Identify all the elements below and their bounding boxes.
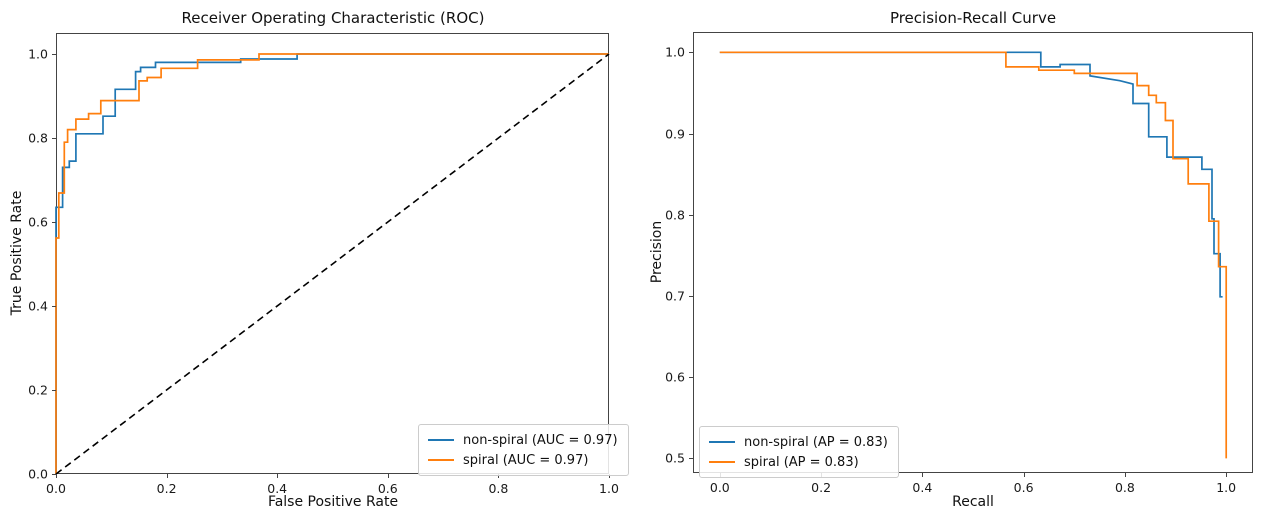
- roc-chart-legend: non-spiral (AUC = 0.97) spiral (AUC = 0.9…: [418, 424, 629, 476]
- pr-chart-ytick-label: 0.8: [665, 207, 685, 223]
- roc-xaxis-label: False Positive Rate: [267, 494, 399, 510]
- roc-chart-xtick-label: 1.0: [599, 481, 619, 496]
- legend-line-swatch: [428, 439, 454, 441]
- pr-chart-xtick-label: 0.4: [912, 480, 933, 495]
- roc-chart-ytick-label: 0.6: [28, 214, 48, 230]
- roc-chart-xtick-mark: [609, 474, 610, 478]
- pr-chart-ytick-label: 0.6: [665, 369, 685, 385]
- roc-chart-xtick-mark: [56, 474, 57, 478]
- pr-title: Precision-Recall Curve: [889, 9, 1057, 27]
- roc-chart-xtick-mark: [166, 474, 168, 478]
- pr-chart-ytick-mark: [689, 295, 693, 297]
- roc-chart-ytick-mark: [52, 390, 56, 391]
- legend-label: non-spiral (AP = 0.83): [744, 434, 888, 450]
- pr-chart-xtick-label: 0.6: [1013, 480, 1034, 495]
- roc-chart-ytick-label: 0.2: [28, 382, 48, 398]
- roc-chart-series-non-spiral: [55, 53, 609, 474]
- pr-chart-ytick-mark: [689, 458, 693, 460]
- roc-chart-ytick-mark: [52, 54, 56, 55]
- roc-chart-curves: [55, 53, 610, 475]
- pr-chart-ytick-mark: [689, 133, 693, 135]
- roc-chart-series-chance-diagonal: [55, 53, 610, 475]
- pr-chart-xtick-mark: [1226, 473, 1228, 477]
- pr-chart-xtick-mark: [1023, 473, 1025, 477]
- roc-chart-xtick-mark: [277, 474, 279, 478]
- roc-chart-ytick-label: 0.4: [28, 298, 48, 314]
- pr-chart-xtick-label: 0.0: [709, 480, 730, 495]
- pr-chart-ytick-label: 0.9: [665, 126, 685, 142]
- roc-chart-ytick-mark: [52, 222, 56, 223]
- roc-chart-xtick-label: 0.4: [267, 481, 288, 496]
- pr-chart-ytick-mark: [689, 377, 693, 379]
- roc-chart-xtick-label: 0.6: [377, 481, 398, 496]
- pr-chart-ytick-mark: [689, 52, 693, 54]
- roc-chart-series-spiral: [55, 53, 609, 474]
- pr-chart-plot-area: [693, 32, 1253, 473]
- pr-chart-xtick-label: 1.0: [1216, 480, 1237, 495]
- roc-title: Receiver Operating Characteristic (ROC): [181, 9, 485, 27]
- pr-chart-xtick-label: 0.2: [811, 480, 832, 495]
- legend-line-swatch: [709, 461, 735, 463]
- pr-chart-xtick-label: 0.8: [1114, 480, 1135, 495]
- roc-chart-ytick-label: 0.8: [28, 130, 48, 146]
- pr-chart-xtick-mark: [922, 473, 924, 477]
- pr-chart-ytick-mark: [689, 214, 693, 216]
- pr-chart-series-non-spiral: [719, 51, 1223, 298]
- pr-chart-ytick-label: 0.5: [665, 450, 685, 466]
- legend-label: spiral (AP = 0.83): [744, 454, 859, 470]
- legend-label: spiral (AUC = 0.97): [463, 452, 589, 468]
- roc-chart-ytick-label: 0.0: [28, 466, 48, 482]
- roc-chart-ytick-mark: [52, 138, 56, 139]
- legend-line-swatch: [709, 441, 735, 443]
- roc-chart-xtick-mark: [498, 474, 500, 478]
- legend-entry: non-spiral (AP = 0.83): [709, 432, 888, 452]
- roc-chart-ytick-mark: [52, 474, 56, 475]
- legend-entry: non-spiral (AUC = 0.97): [428, 430, 618, 450]
- pr-chart-ytick-label: 1.0: [665, 44, 685, 60]
- pr-chart-series-spiral: [719, 51, 1228, 459]
- legend-entry: spiral (AUC = 0.97): [428, 450, 618, 470]
- pr-yaxis-label: Precision: [649, 220, 665, 284]
- roc-chart-xtick-label: 0.2: [156, 481, 177, 496]
- pr-chart-ytick-label: 0.7: [665, 288, 685, 304]
- legend-line-swatch: [428, 459, 454, 461]
- pr-chart-xtick-mark: [1124, 473, 1126, 477]
- pr-chart-curves: [719, 51, 1228, 459]
- legend-entry: spiral (AP = 0.83): [709, 452, 888, 472]
- legend-label: non-spiral (AUC = 0.97): [463, 432, 618, 448]
- roc-chart-xtick-mark: [387, 474, 389, 478]
- pr-xaxis-label: Recall: [952, 494, 994, 510]
- roc-chart-ytick-mark: [52, 306, 56, 307]
- roc-chart-xtick-label: 0.0: [46, 481, 66, 496]
- pr-chart-legend: non-spiral (AP = 0.83) spiral (AP = 0.83): [699, 426, 899, 478]
- roc-chart-ytick-label: 1.0: [28, 46, 48, 62]
- roc-yaxis-label: True Positive Rate: [9, 190, 25, 316]
- roc-chart-xtick-label: 0.8: [488, 481, 509, 496]
